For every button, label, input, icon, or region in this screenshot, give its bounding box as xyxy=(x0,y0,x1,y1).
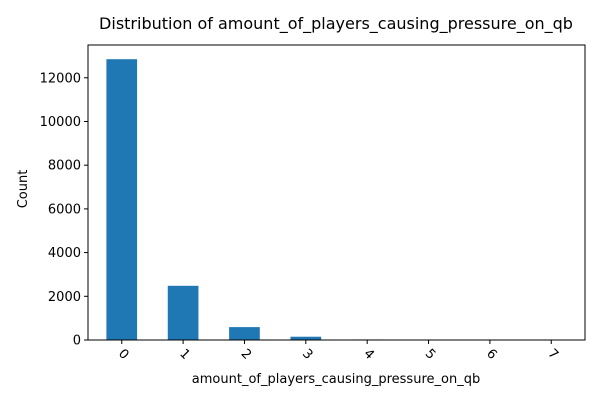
x-tick-label: 5 xyxy=(422,346,438,362)
x-axis-label: amount_of_players_causing_pressure_on_qb xyxy=(192,372,480,387)
y-tick-label: 0 xyxy=(73,334,81,349)
y-tick-label: 8000 xyxy=(48,159,81,174)
x-tick-label: 4 xyxy=(360,346,376,362)
y-tick-label: 6000 xyxy=(48,202,81,217)
x-tick-label: 1 xyxy=(176,346,192,362)
x-axis: 0 1 2 3 4 5 6 7 xyxy=(115,340,561,363)
x-tick-label: 2 xyxy=(238,346,254,362)
y-tick-label: 4000 xyxy=(48,246,81,261)
bar-3 xyxy=(290,336,322,340)
y-axis: 0 2000 4000 6000 8000 10000 12000 xyxy=(40,71,88,349)
plot-frame xyxy=(87,44,586,341)
bar-2 xyxy=(229,327,260,340)
x-tick-label: 6 xyxy=(483,346,499,362)
y-tick-label: 2000 xyxy=(48,290,81,305)
x-tick-label: 7 xyxy=(544,346,560,362)
bar-1 xyxy=(167,285,199,340)
y-axis-label: Count xyxy=(16,170,31,209)
plot-area xyxy=(87,44,586,341)
bar-0 xyxy=(106,59,138,340)
y-tick-label: 12000 xyxy=(40,71,81,86)
chart-title: Distribution of amount_of_players_causin… xyxy=(99,14,573,34)
x-tick-label: 3 xyxy=(299,346,315,362)
y-tick-label: 10000 xyxy=(40,115,81,130)
x-tick-label: 0 xyxy=(115,346,131,362)
